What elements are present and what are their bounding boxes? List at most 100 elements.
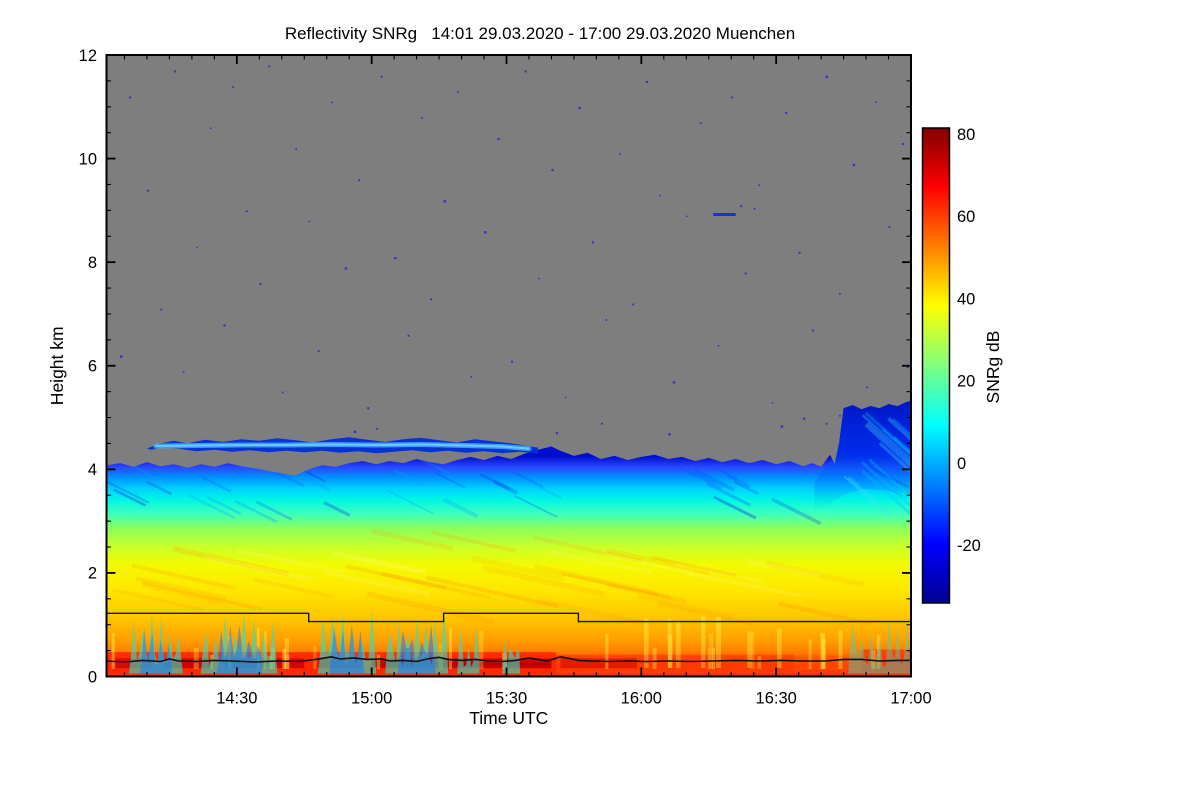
colorbar-tick-label: 60	[957, 208, 975, 226]
orange-wisp	[481, 564, 605, 598]
yellow-wisp	[235, 548, 346, 575]
noise-dot	[281, 391, 284, 394]
orange-wisp	[605, 547, 710, 576]
noise-dot	[605, 319, 608, 321]
boundary-step-line	[106, 612, 911, 623]
fall-streak	[512, 470, 544, 489]
noise-dot	[182, 370, 185, 373]
fall-streak	[255, 500, 293, 521]
cyan-plume	[502, 637, 520, 674]
orange-wisp	[606, 582, 687, 604]
bright-band-core	[560, 658, 637, 669]
colorbar-tick-label: 80	[957, 126, 975, 144]
orange-wisp	[370, 528, 454, 552]
fall-streak	[113, 488, 146, 507]
colorbar-tick-label: -20	[957, 537, 981, 555]
fall-streak	[128, 462, 169, 485]
fall-streak	[492, 479, 518, 495]
fall-streak	[323, 501, 351, 517]
noise-dot	[497, 137, 500, 141]
orange-wisp	[533, 563, 659, 597]
orange-wisp	[141, 582, 224, 606]
noise-dot	[511, 360, 514, 363]
noise-dot	[245, 210, 248, 213]
noise-dot	[430, 298, 432, 301]
fall-streak	[234, 499, 278, 524]
boundary-lines	[106, 612, 911, 663]
fall-streak	[866, 421, 911, 463]
fall-streak	[864, 411, 911, 457]
fall-streak	[864, 423, 911, 477]
x-tick-label: 16:30	[756, 690, 797, 708]
fall-streak	[734, 480, 759, 495]
noise-dot	[551, 168, 554, 172]
noise-dot	[367, 407, 370, 410]
fall-streak	[479, 473, 510, 490]
noise-dot	[421, 117, 423, 119]
noise-dot	[618, 153, 621, 155]
fall-streak	[206, 495, 242, 515]
noise-dot	[380, 75, 383, 78]
fall-streak	[861, 414, 911, 463]
noise-dot	[744, 272, 747, 275]
noise-dot	[699, 122, 702, 124]
fall-streak	[146, 480, 173, 496]
fall-streak	[434, 471, 466, 489]
y-tick-label: 8	[88, 254, 97, 272]
noise-dot	[825, 75, 828, 79]
noise-dot	[753, 207, 756, 210]
fall-streak	[187, 493, 236, 520]
fall-streak	[892, 418, 911, 454]
fall-streak	[892, 436, 911, 481]
yellow-wisp	[747, 559, 821, 579]
noise-dot	[443, 200, 447, 203]
orange-wisp	[561, 571, 672, 600]
orange-wisp	[345, 564, 447, 591]
noise-dot	[376, 427, 378, 430]
orange-wisp	[381, 571, 491, 600]
noise-dot	[555, 432, 559, 435]
noise-dot	[538, 277, 540, 280]
noise-dot	[731, 96, 734, 99]
colorbar-gradient	[922, 128, 950, 603]
fall-streak	[539, 486, 563, 500]
yellow-wisp	[331, 550, 427, 574]
noise-dot	[308, 220, 311, 223]
noise-dot	[173, 70, 176, 73]
fall-streak	[887, 416, 911, 464]
orange-wisp	[141, 581, 263, 611]
noise-dot	[875, 101, 877, 104]
yellow-wisp	[354, 556, 425, 574]
noise-dot	[331, 101, 333, 104]
high-cloud-dash	[713, 213, 736, 217]
colorbar-frame	[921, 127, 951, 604]
orange-wisp	[471, 555, 565, 582]
yellow-wisp	[204, 555, 311, 582]
noise-dot	[564, 396, 567, 399]
noise-dot	[524, 70, 527, 73]
fall-streak	[299, 474, 331, 492]
noise-dot	[232, 86, 234, 88]
noise-dot	[906, 365, 909, 369]
noise-dot	[259, 282, 262, 285]
x-tick-label: 17:00	[890, 690, 931, 708]
fall-streak	[868, 458, 908, 494]
noise-dot	[668, 433, 671, 436]
noise-dot	[209, 127, 212, 129]
noise-dot	[771, 402, 774, 404]
noise-dot	[645, 80, 648, 83]
surface-strip	[106, 673, 911, 677]
fall-streak	[693, 468, 735, 492]
y-tick-label: 0	[88, 668, 97, 686]
fall-streak	[726, 474, 751, 489]
fall-streak	[861, 469, 911, 525]
noise-dot	[780, 425, 784, 428]
y-tick-label: 4	[88, 461, 97, 479]
fall-streak	[392, 468, 425, 487]
noise-dot	[785, 112, 788, 114]
colorbar-label: SNRg dB	[983, 331, 1003, 404]
noise-dot	[740, 205, 743, 208]
fall-streak	[866, 465, 909, 488]
noise-dot	[484, 231, 487, 234]
